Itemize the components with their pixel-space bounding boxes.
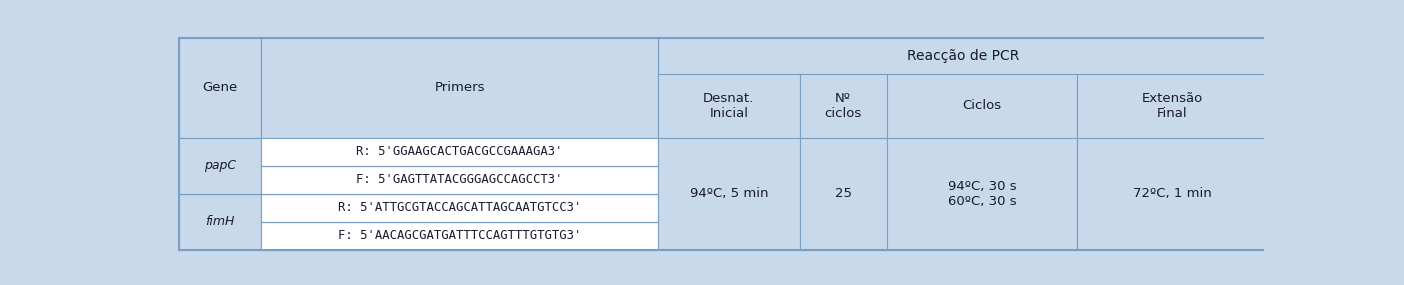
Text: Extensão
Final: Extensão Final [1141, 92, 1203, 120]
Bar [180, 138, 261, 194]
Text: Nº
ciclos: Nº ciclos [824, 92, 862, 120]
Text: R: 5'ATTGCGTACCAGCATTAGCAATGTCC3': R: 5'ATTGCGTACCAGCATTAGCAATGTCC3' [338, 201, 581, 214]
Text: Desnat.
Inicial: Desnat. Inicial [703, 92, 754, 120]
Text: papC: papC [204, 159, 236, 172]
Text: Gene: Gene [202, 81, 237, 94]
Bar [261, 194, 658, 222]
Bar [658, 38, 1268, 74]
Text: 25: 25 [834, 187, 852, 200]
Text: fimH: fimH [205, 215, 234, 228]
Bar [1077, 138, 1268, 250]
Bar [261, 222, 658, 250]
Bar [800, 138, 887, 250]
Text: 94ºC, 30 s
60ºC, 30 s: 94ºC, 30 s 60ºC, 30 s [948, 180, 1016, 208]
Bar [800, 74, 887, 138]
Text: F: 5'GAGTTATACGGGAGCCAGCCT3': F: 5'GAGTTATACGGGAGCCAGCCT3' [357, 173, 563, 186]
Bar [180, 194, 261, 250]
Bar [887, 74, 1077, 138]
Text: 94ºC, 5 min: 94ºC, 5 min [689, 187, 768, 200]
Bar [658, 138, 800, 250]
Bar [261, 138, 658, 166]
Bar [261, 166, 658, 194]
Text: Reacção de PCR: Reacção de PCR [907, 49, 1019, 63]
Bar [887, 138, 1077, 250]
Text: Primers: Primers [434, 81, 484, 94]
Text: 72ºC, 1 min: 72ºC, 1 min [1133, 187, 1212, 200]
Text: R: 5'GGAAGCACTGACGCCGAAAGA3': R: 5'GGAAGCACTGACGCCGAAAGA3' [357, 145, 563, 158]
Text: Ciclos: Ciclos [962, 99, 1001, 112]
Bar [180, 38, 261, 138]
Bar [658, 74, 800, 138]
Bar [261, 38, 658, 138]
Bar [1077, 74, 1268, 138]
Text: F: 5'AACAGCGATGATTTCCAGTTTGTGTG3': F: 5'AACAGCGATGATTTCCAGTTTGTGTG3' [338, 229, 581, 242]
